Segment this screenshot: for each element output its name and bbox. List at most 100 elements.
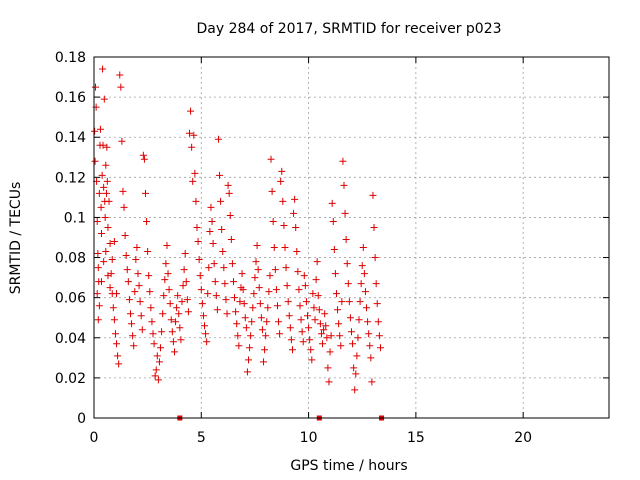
data-point-plus [262,332,270,340]
x-tick-label: 10 [300,430,318,446]
data-point-plus [248,318,256,326]
data-point-plus [208,217,216,225]
data-point-plus [102,161,110,169]
data-point-plus [178,298,186,306]
data-point-plus [292,223,300,231]
data-point-plus [139,151,147,159]
data-point-plus [324,364,332,372]
data-point-plus [315,306,323,314]
data-point-plus [113,290,121,298]
y-tick-label: 0.18 [55,50,86,66]
data-point-plus [99,65,107,73]
data-point-plus [217,197,225,205]
data-point-plus [284,298,292,306]
data-point-plus [373,300,381,308]
data-point-plus [163,242,171,250]
data-point-plus [341,209,349,217]
data-points [91,65,384,394]
data-point-plus [234,332,242,340]
data-point-plus [145,272,153,280]
data-point-plus [167,316,175,324]
data-point-plus [109,304,117,312]
data-point-plus [251,274,259,282]
data-point-plus [326,348,334,356]
data-point-plus [328,199,336,207]
y-tick-label: 0.16 [55,90,86,106]
data-point-plus [137,312,145,320]
data-point-plus [298,328,306,336]
data-point-plus [268,187,276,195]
data-point-plus [179,282,187,290]
data-point-plus [106,284,114,292]
data-point-plus [154,376,162,384]
data-point-plus [331,270,339,278]
data-point-plus [269,217,277,225]
data-point-plus [325,378,333,386]
data-point-plus [270,244,278,252]
data-point-plus [104,272,112,280]
data-point-plus [104,223,112,231]
data-point-plus [135,282,143,290]
data-point-plus [91,157,99,165]
data-point-plus [166,300,174,308]
y-tick-label: 0.1 [64,210,86,226]
data-point-plus [147,304,155,312]
data-point-plus [211,278,219,286]
data-point-plus [111,330,119,338]
data-point-plus [299,338,307,346]
data-point-plus [146,288,154,296]
data-point-plus [98,278,106,286]
data-point-plus [231,294,239,302]
data-point-plus [300,272,308,280]
data-point-plus [142,189,149,197]
data-point-plus [132,256,140,264]
data-point-plus [162,260,170,268]
data-point-plus [93,290,101,298]
data-point-plus [158,328,166,336]
data-point-plus [130,342,138,350]
data-point-plus [257,314,265,322]
x-tick-label: 5 [197,430,206,446]
data-point-plus [126,310,134,318]
data-point-plus [102,248,110,256]
data-point-plus [98,171,106,179]
data-point-plus [113,340,121,348]
data-point-plus [218,225,226,233]
data-point-plus [366,342,374,350]
data-point-plus [128,320,136,328]
plot-frame [93,56,610,419]
data-point-plus [103,177,111,185]
data-point-plus [338,298,346,306]
data-point-plus [151,372,159,380]
data-point-plus [129,332,137,340]
data-point-plus [164,270,172,278]
data-point-plus [110,238,118,246]
data-point-plus [345,298,353,306]
data-point-plus [321,310,329,318]
data-point-plus [357,280,365,288]
data-point-plus [313,258,321,266]
data-point-plus [281,244,289,252]
data-point-plus [297,316,305,324]
data-point-plus [242,324,250,332]
data-point-plus [224,181,232,189]
data-point-plus [199,312,207,320]
y-tick-label: 0.14 [55,130,86,146]
y-tick-label: 0.06 [55,291,86,307]
data-point-plus [319,340,327,348]
data-point-plus [97,203,105,211]
data-point-plus [96,125,104,133]
data-point-plus [184,308,192,316]
data-point-plus [275,318,283,326]
data-point-plus [287,336,295,344]
data-point-plus [222,296,230,304]
data-point-plus [182,278,190,286]
data-point-plus [233,320,241,328]
data-point-plus [223,310,231,318]
data-point-plus [246,344,254,352]
data-point-plus [311,316,319,324]
data-point-plus [317,330,325,338]
data-point-plus [312,276,320,284]
data-point-plus [197,286,205,294]
data-point-plus [247,332,255,340]
